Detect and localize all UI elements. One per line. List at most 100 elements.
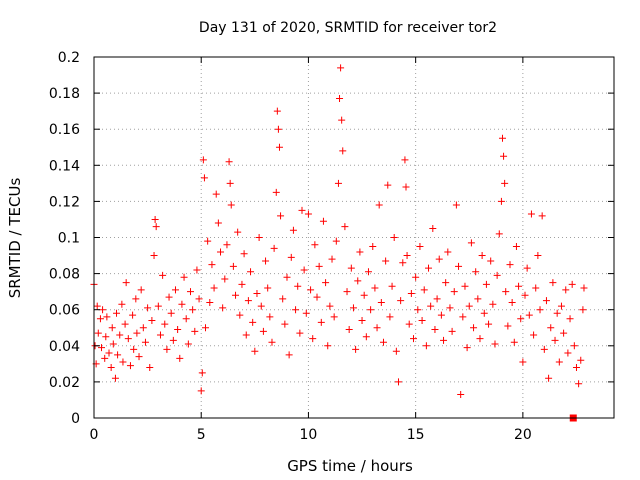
data-point [493, 271, 501, 279]
data-point [555, 358, 563, 366]
data-point [388, 282, 396, 290]
data-point [133, 329, 141, 337]
plus-marker [113, 309, 121, 317]
plus-marker [302, 309, 310, 317]
data-point [109, 340, 117, 348]
plus-marker [272, 188, 280, 196]
plus-marker [309, 335, 317, 343]
data-point [338, 116, 346, 124]
data-point [542, 297, 550, 305]
plus-marker [225, 158, 233, 166]
data-point [257, 302, 265, 310]
plus-marker [206, 298, 214, 306]
plus-marker [341, 223, 349, 231]
plus-marker [137, 286, 145, 294]
plus-marker [553, 309, 561, 317]
plus-marker [210, 284, 218, 292]
plus-marker [422, 342, 430, 350]
plus-marker [141, 338, 149, 346]
plus-marker [534, 252, 542, 260]
data-point [386, 313, 394, 321]
data-point [214, 219, 222, 227]
data-point [189, 306, 197, 314]
plus-marker [152, 223, 160, 231]
data-point [500, 152, 508, 160]
data-point [283, 273, 291, 281]
data-point [553, 309, 561, 317]
plus-marker [545, 374, 553, 382]
plus-marker [493, 271, 501, 279]
plus-marker [429, 224, 437, 232]
data-point [373, 324, 381, 332]
plus-marker [547, 324, 555, 332]
plus-marker [401, 156, 409, 164]
plus-marker [139, 324, 147, 332]
plus-marker [440, 336, 448, 344]
plus-marker [212, 190, 220, 198]
data-point [300, 266, 308, 274]
data-point [536, 306, 544, 314]
plus-marker [130, 345, 138, 353]
data-point [137, 286, 145, 294]
plus-marker [126, 362, 134, 370]
data-point [502, 288, 510, 296]
plus-marker [337, 64, 345, 72]
data-point [547, 324, 555, 332]
data-point [557, 302, 565, 310]
data-point [302, 309, 310, 317]
plus-marker [146, 363, 154, 371]
data-point [229, 262, 237, 270]
data-point [521, 291, 529, 299]
data-point [285, 351, 293, 359]
plus-marker [198, 369, 206, 377]
plus-marker [275, 143, 283, 151]
data-point [277, 212, 285, 220]
plus-marker [467, 239, 475, 247]
plus-marker [319, 217, 327, 225]
plus-marker [343, 288, 351, 296]
plus-marker [294, 282, 302, 290]
plus-marker [304, 210, 312, 218]
plus-marker [135, 353, 143, 361]
plus-marker [334, 179, 342, 187]
data-point [562, 286, 570, 294]
data-point [236, 311, 244, 319]
data-point [538, 212, 546, 220]
data-point [313, 293, 321, 301]
data-point [264, 284, 272, 292]
data-point [474, 295, 482, 303]
data-point [407, 289, 415, 297]
data-point [352, 345, 360, 353]
data-point [105, 349, 113, 357]
plus-marker [285, 351, 293, 359]
data-point [517, 315, 525, 323]
y-tick-label: 0.04 [49, 339, 80, 355]
data-point [292, 306, 300, 314]
data-point [414, 306, 422, 314]
data-point [180, 273, 188, 281]
plus-marker [425, 264, 433, 272]
data-point [416, 243, 424, 251]
data-point [337, 64, 345, 72]
plus-marker [354, 277, 362, 285]
data-point [223, 241, 231, 249]
plus-marker [562, 286, 570, 294]
plus-marker [296, 329, 304, 337]
plus-marker [394, 378, 402, 386]
plus-marker [268, 338, 276, 346]
data-point [322, 279, 330, 287]
plus-marker [482, 280, 490, 288]
plus-marker [437, 311, 445, 319]
plus-marker [579, 306, 587, 314]
data-point [114, 351, 122, 359]
plus-marker [313, 293, 321, 301]
plus-marker [349, 304, 357, 312]
plus-marker [540, 345, 548, 353]
data-point [405, 320, 413, 328]
data-point [294, 282, 302, 290]
data-point [186, 288, 194, 296]
data-point [470, 324, 478, 332]
plus-marker [470, 324, 478, 332]
plus-marker [249, 318, 257, 326]
x-axis-label: GPS time / hours [287, 457, 413, 475]
